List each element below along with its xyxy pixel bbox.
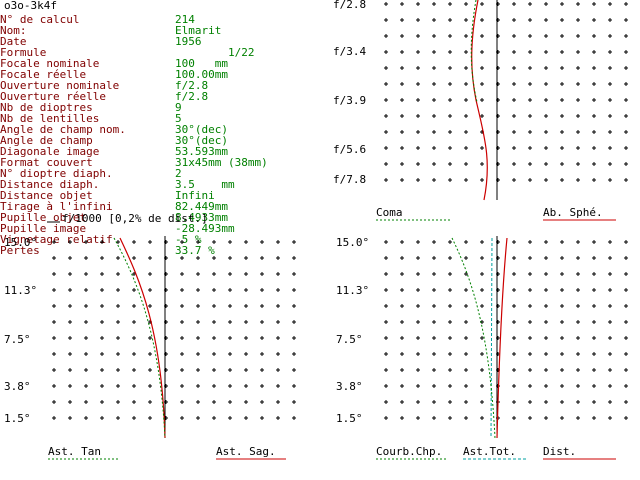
coma-legend-label: Coma — [376, 206, 403, 219]
parameter-row: Distance diaph. 3.5 mm — [0, 179, 300, 190]
parameter-value: 100.00mm — [175, 68, 228, 81]
parameter-value: 53.593mm — [175, 145, 228, 158]
parameter-label: N° de calcul — [0, 13, 80, 26]
parameter-value: 30°(dec) — [175, 134, 228, 147]
field-angle-tick-label: 7.5° — [336, 333, 363, 346]
parameter-label: Distance objet — [0, 189, 93, 202]
parameter-value: 214 — [175, 13, 195, 26]
parameter-label: Nom: — [0, 24, 27, 37]
parameter-value: 2 — [175, 167, 182, 180]
total-astigmatism-curve — [490, 237, 493, 439]
parameter-value: 30°(dec) — [175, 123, 228, 136]
field-angle-tick-label: 15.0° — [4, 236, 37, 249]
parameter-label: Angle de champ nom. — [0, 123, 126, 136]
field-angle-tick-label: 11.3° — [4, 284, 37, 297]
parameter-label: Vignetage relatif — [0, 233, 113, 246]
parameter-row: Ouverture nominale f/2.8 — [0, 80, 300, 91]
field-angle-tick-label: 15.0° — [336, 236, 369, 249]
field-angle-tick-label: 3.8° — [4, 380, 31, 393]
field-angle-tick-label: 11.3° — [336, 284, 369, 297]
parameter-value: Elmarit — [175, 24, 222, 37]
parameter-table: N° de calcul 214 Nom: Elmarit Date 1956 Formul… — [0, 14, 300, 256]
parameter-label: Pupille objet — [0, 211, 87, 224]
parameter-value: 33.7 % — [175, 244, 215, 257]
parameter-label: Nb de lentilles — [0, 112, 100, 125]
tangential-curve — [113, 237, 166, 439]
parameter-row: Formule 1/22 — [0, 47, 300, 58]
f-number-tick-label: f/3.9 — [333, 94, 366, 107]
parameter-label: Ouverture réelle — [0, 90, 106, 103]
parameter-label: Distance diaph. — [0, 178, 100, 191]
ast-tan-legend-label: Ast. Tan — [48, 445, 101, 458]
parameter-label: Pupille image — [0, 222, 87, 235]
parameter-row: N° dioptre diaph. 2 — [0, 168, 300, 179]
parameter-value: 8.4933mm — [175, 211, 228, 224]
parameter-value: 1956 — [175, 35, 202, 48]
parameter-row: Format couvert 31x45mm (38mm) — [0, 157, 300, 168]
field-curvature-curve — [451, 237, 496, 439]
parameter-row: Pertes 33.7 % — [0, 245, 300, 256]
sagittal-curve — [119, 237, 166, 439]
parameter-row: Tirage à l'infini 82.449mm — [0, 201, 300, 212]
parameter-row: Angle de champ nom. 30°(dec) — [0, 124, 300, 135]
parameter-value: 5 — [175, 112, 182, 125]
parameter-label: Diagonale image — [0, 145, 100, 158]
parameter-row: Focale réelle 100.00mm — [0, 69, 300, 80]
scale-note: f/1000 [0,2% de dist.] — [62, 212, 208, 225]
parameter-value: 9 — [175, 101, 182, 114]
parameter-row: Nom: Elmarit — [0, 25, 300, 36]
parameter-value: 82.449mm — [175, 200, 228, 213]
spherical-aberration-curve — [471, 0, 488, 201]
parameter-row: Vignetage relatif -5 % — [0, 234, 300, 245]
parameter-row: Angle de champ 30°(dec) — [0, 135, 300, 146]
parameter-row: Date 1956 — [0, 36, 300, 47]
parameter-label: Angle de champ — [0, 134, 93, 147]
parameter-value: 3.5 mm — [175, 178, 235, 191]
parameter-value: -5 % — [175, 233, 202, 246]
parameter-label: Nb de dioptres — [0, 101, 93, 114]
parameter-row: Ouverture réelle f/2.8 — [0, 91, 300, 102]
parameter-row: Focale nominale 100 mm — [0, 58, 300, 69]
f-number-tick-label: f/3.4 — [333, 45, 366, 58]
coma-curve — [470, 0, 478, 103]
distortion-curve — [496, 237, 508, 439]
parameter-value: f/2.8 — [175, 90, 209, 103]
parameter-row: Pupille objet 8.4933mm — [0, 212, 300, 223]
ast-sag-legend-label: Ast. Sag. — [216, 445, 276, 458]
parameter-row: Nb de lentilles 5 — [0, 113, 300, 124]
parameter-label: N° dioptre diaph. — [0, 167, 113, 180]
parameter-label: Date — [0, 35, 27, 48]
parameter-row: N° de calcul 214 — [0, 14, 300, 25]
field-curvature-legend-label: Courb.Chp. — [376, 445, 442, 458]
parameter-row: Diagonale image 53.593mm — [0, 146, 300, 157]
parameter-row: Pupille image -28.493mm — [0, 223, 300, 234]
field-angle-tick-label: 1.5° — [336, 412, 363, 425]
distortion-legend-label: Dist. — [543, 445, 576, 458]
parameter-value: f/2.8 — [175, 79, 209, 92]
parameter-label: Ouverture nominale — [0, 79, 120, 92]
f-number-tick-label: f/7.8 — [333, 173, 366, 186]
total-astigmatism-legend-label: Ast.Tot. — [463, 445, 516, 458]
parameter-value: 100 mm — [175, 57, 228, 70]
f-number-tick-label: f/5.6 — [333, 143, 366, 156]
f-number-tick-label: f/2.8 — [333, 0, 366, 11]
field-angle-tick-label: 3.8° — [336, 380, 363, 393]
parameter-value: Infini — [175, 189, 215, 202]
spherical-legend-label: Ab. Sphé. — [543, 206, 603, 219]
parameter-label: Tirage à l'infini — [0, 200, 113, 213]
parameter-label: Focale réelle — [0, 68, 87, 81]
field-angle-tick-label: 7.5° — [4, 333, 31, 346]
parameter-value: 31x45mm (38mm) — [175, 156, 268, 169]
parameter-label: Pertes — [0, 244, 40, 257]
parameter-label: Format couvert — [0, 156, 93, 169]
parameter-row: Distance objet Infini — [0, 190, 300, 201]
field-angle-tick-label: 1.5° — [4, 412, 31, 425]
parameter-value: 1/22 — [175, 46, 255, 59]
lens-code-title: o3o-3k4f — [4, 0, 57, 12]
parameter-label: Focale nominale — [0, 57, 100, 70]
parameter-label: Formule — [0, 46, 47, 59]
parameter-value: -28.493mm — [175, 222, 235, 235]
parameter-row: Nb de dioptres 9 — [0, 102, 300, 113]
